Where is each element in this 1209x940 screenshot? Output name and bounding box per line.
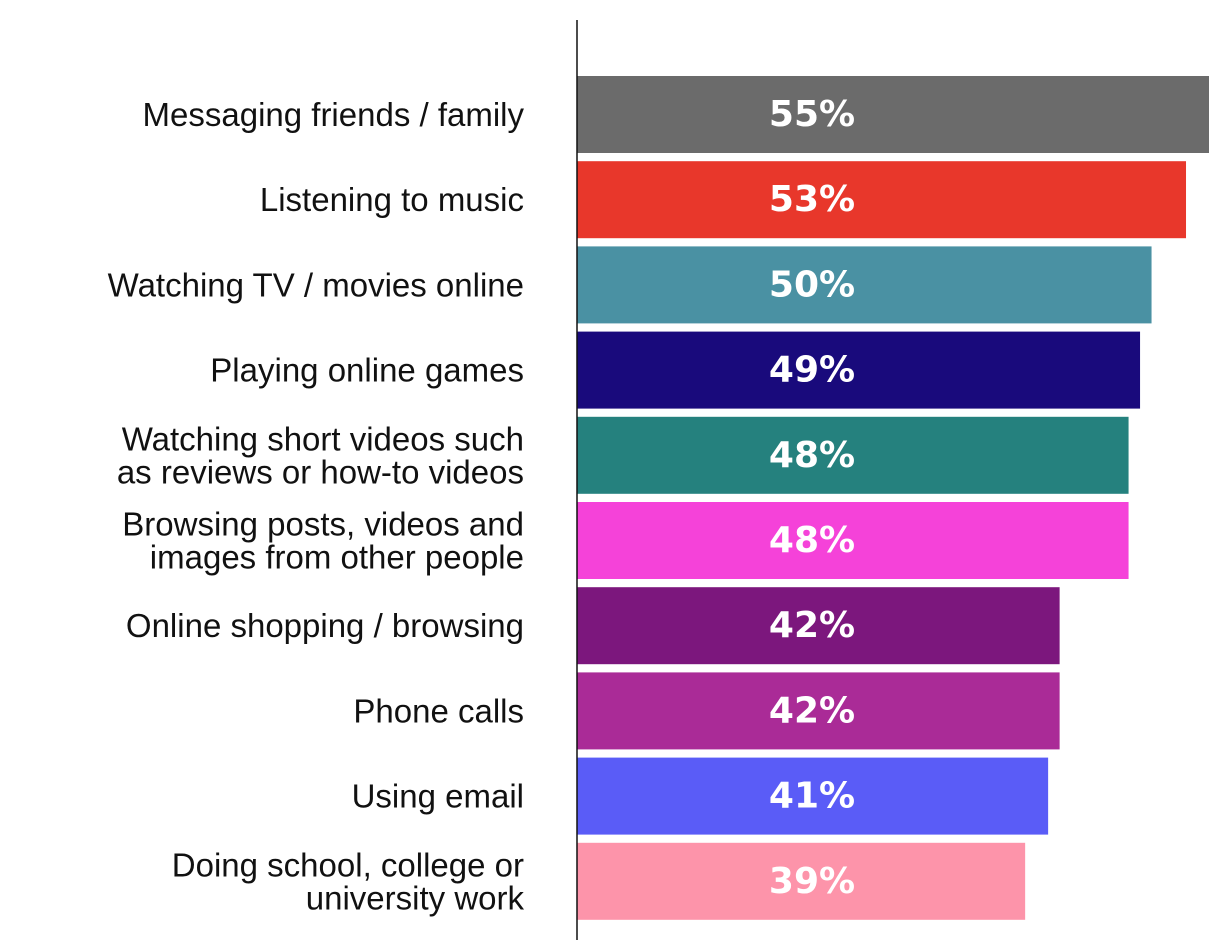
bar bbox=[577, 161, 1187, 239]
category-label: university work bbox=[306, 879, 525, 916]
category-label: Online shopping / browsing bbox=[126, 607, 524, 644]
category-label: Playing online games bbox=[210, 352, 524, 389]
bar-value-label: 42% bbox=[769, 605, 855, 646]
bars: 55% Messaging friends / family 53% Listenin… bbox=[108, 76, 1209, 920]
category-label: Messaging friends / family bbox=[143, 96, 525, 133]
bar bbox=[577, 842, 1026, 920]
category-label: Using email bbox=[352, 778, 524, 815]
bar bbox=[577, 757, 1049, 835]
category-label: Browsing posts, videos and bbox=[122, 506, 524, 543]
bar bbox=[577, 502, 1129, 579]
category-label: Watching short videos such bbox=[122, 420, 524, 457]
category-label: images from other people bbox=[150, 539, 524, 576]
bar-value-label: 41% bbox=[769, 776, 855, 817]
bar-value-label: 48% bbox=[769, 435, 855, 476]
bar-value-label: 50% bbox=[769, 264, 855, 305]
category-label: Phone calls bbox=[353, 692, 524, 729]
category-label: Listening to music bbox=[260, 181, 524, 218]
bar bbox=[577, 246, 1152, 324]
bar-value-label: 48% bbox=[769, 520, 855, 561]
bar-value-label: 55% bbox=[769, 94, 855, 135]
bar bbox=[577, 331, 1141, 409]
bar bbox=[577, 416, 1129, 494]
bar-value-label: 53% bbox=[769, 179, 855, 220]
bar bbox=[577, 672, 1060, 750]
category-label: as reviews or how-to videos bbox=[117, 453, 524, 490]
bar-value-label: 42% bbox=[769, 690, 855, 731]
bar-value-label: 39% bbox=[769, 861, 855, 902]
bar-value-label: 49% bbox=[769, 350, 855, 391]
category-label: Doing school, college or bbox=[172, 846, 524, 883]
category-label: Watching TV / movies online bbox=[108, 266, 524, 303]
bar bbox=[577, 76, 1209, 153]
bar bbox=[577, 587, 1060, 665]
